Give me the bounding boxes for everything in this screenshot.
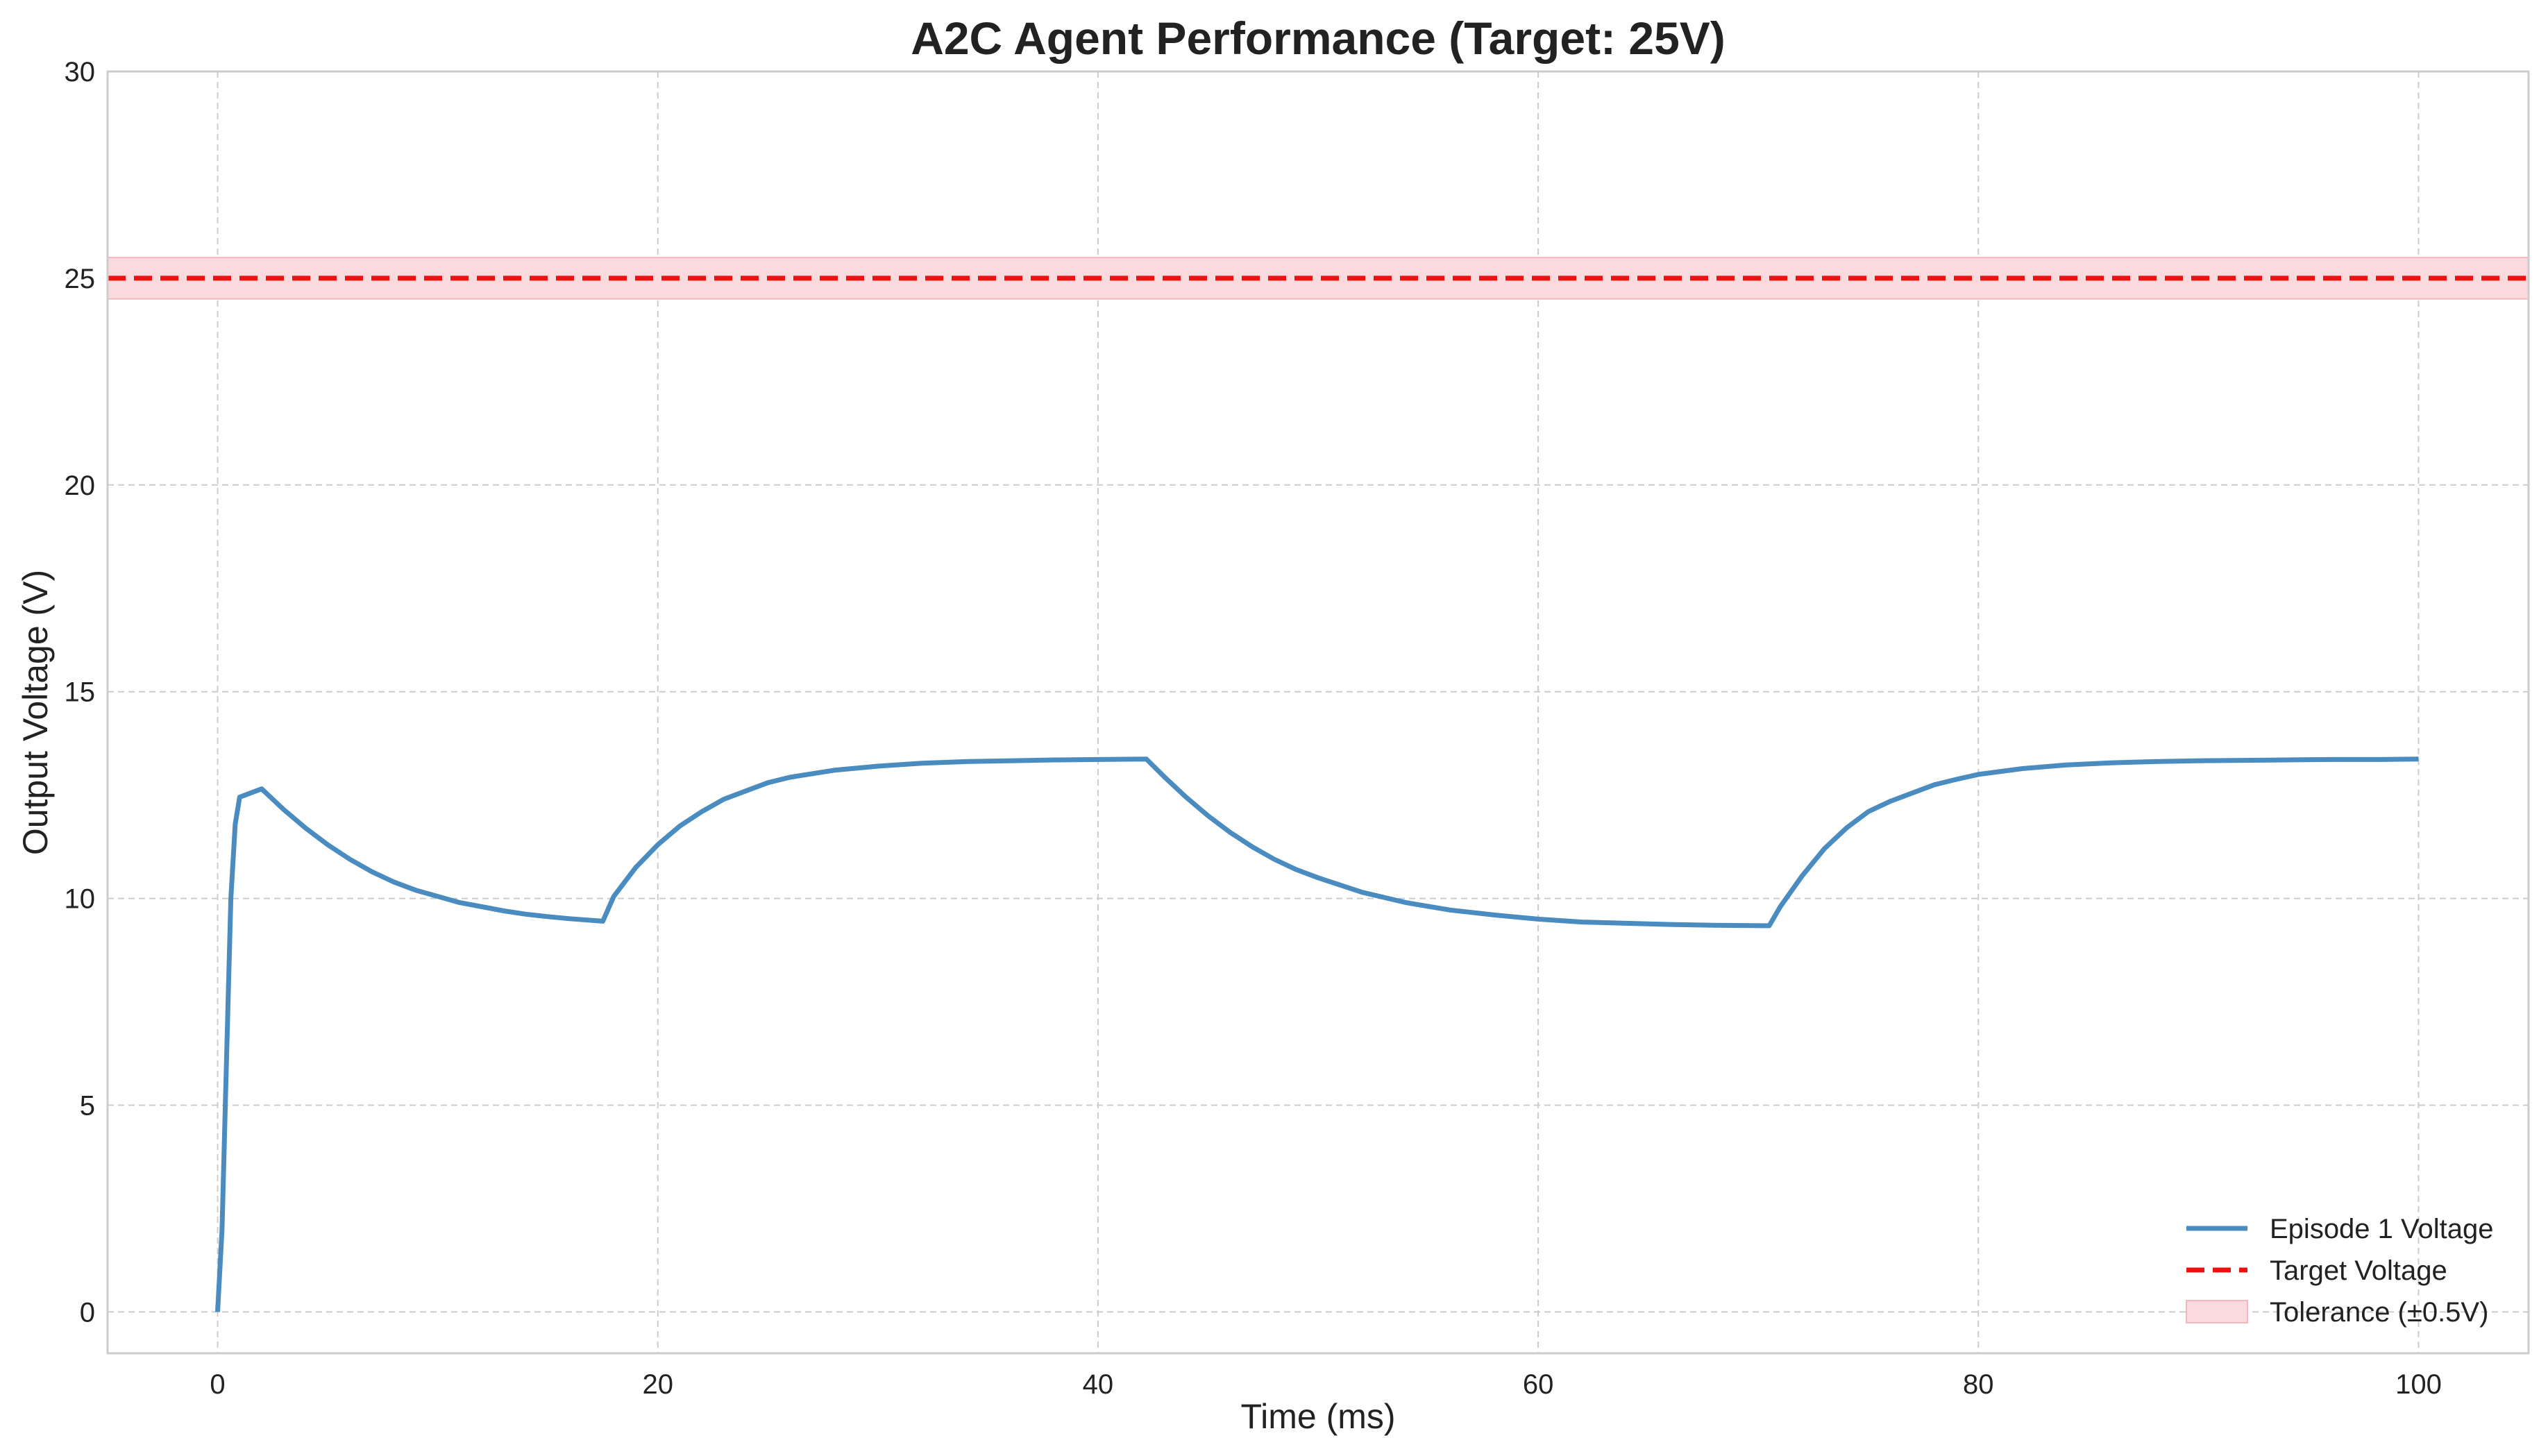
tick-layer: 0 20 40 60 80 100 0 5 10 15 20 25 30 (65, 57, 2442, 1400)
y-tick-label: 25 (65, 264, 96, 294)
legend-swatch-tolerance (2186, 1300, 2248, 1323)
x-tick-label: 0 (210, 1369, 225, 1400)
x-tick-label: 40 (1083, 1369, 1114, 1400)
legend-item-target-voltage: Target Voltage (2186, 1255, 2447, 1286)
y-tick-label: 5 (80, 1091, 95, 1121)
x-tick-label: 20 (642, 1369, 673, 1400)
y-axis-label: Output Voltage (V) (16, 570, 55, 855)
y-tick-label: 0 (80, 1297, 95, 1328)
y-tick-label: 15 (65, 677, 96, 708)
legend-label-tolerance: Tolerance (±0.5V) (2270, 1297, 2488, 1328)
x-axis-label: Time (ms) (1240, 1397, 1395, 1436)
legend-item-episode-voltage: Episode 1 Voltage (2186, 1214, 2493, 1244)
x-tick-label: 60 (1523, 1369, 1554, 1400)
legend-item-tolerance: Tolerance (±0.5V) (2186, 1297, 2488, 1328)
legend: Episode 1 Voltage Target Voltage Toleran… (2186, 1214, 2493, 1328)
y-tick-label: 10 (65, 884, 96, 915)
chart-title: A2C Agent Performance (Target: 25V) (911, 12, 1726, 64)
x-tick-label: 100 (2395, 1369, 2442, 1400)
y-tick-label: 20 (65, 471, 96, 501)
y-tick-label: 30 (65, 57, 96, 87)
legend-label-target-voltage: Target Voltage (2270, 1255, 2447, 1286)
series-line-episode-voltage (215, 756, 2419, 1312)
x-tick-label: 80 (1963, 1369, 1994, 1400)
series-layer (108, 276, 2529, 1312)
plot-frame (106, 70, 2530, 1355)
legend-label-episode-voltage: Episode 1 Voltage (2270, 1214, 2493, 1244)
